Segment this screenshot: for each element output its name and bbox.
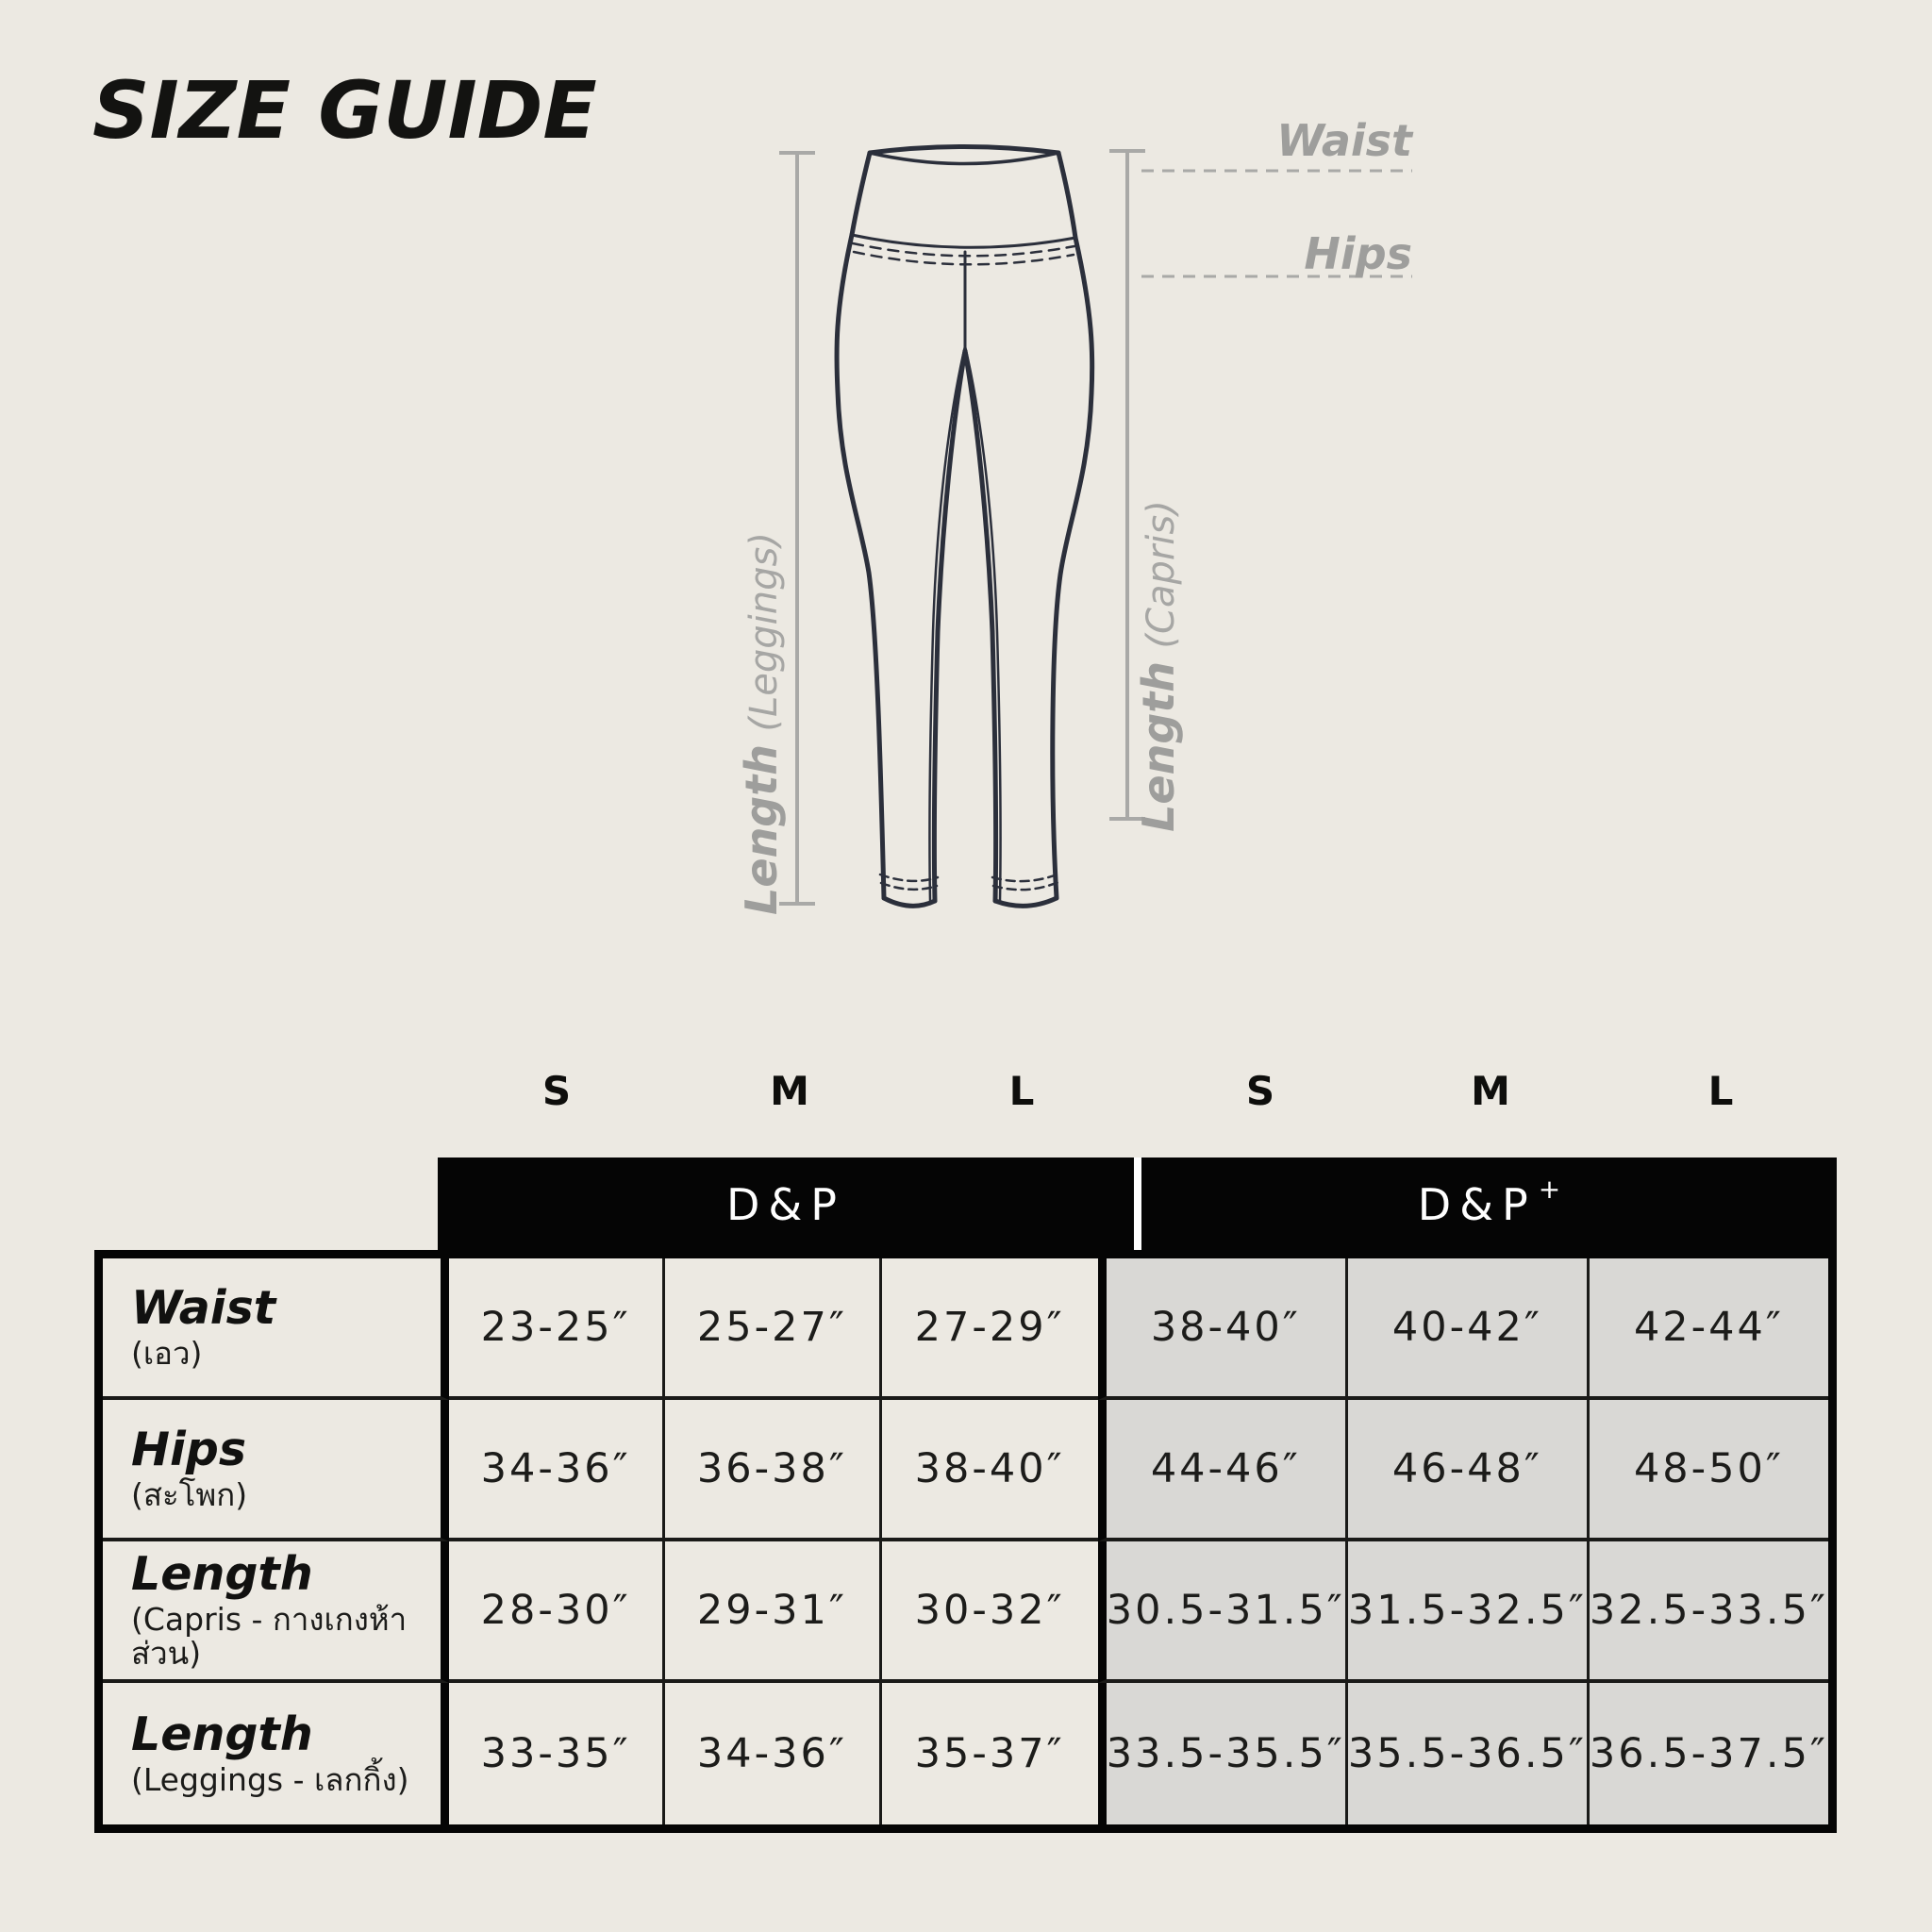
row-header-length-capris: Length (Capris - กางเกงห้าส่วน) bbox=[103, 1541, 449, 1683]
group-band-dp-plus: D&P + bbox=[1141, 1158, 1837, 1251]
row-sublabel: (Capris - กางเกงห้าส่วน) bbox=[131, 1601, 408, 1673]
length-capris-measure-label: Length (Capris) bbox=[1133, 500, 1184, 832]
table-cell-capris-s-plus: 30.5-31.5″ bbox=[1097, 1541, 1348, 1683]
table-cell-waist-s: 23-25″ bbox=[449, 1258, 666, 1400]
table-cell-capris-m-plus: 31.5-32.5″ bbox=[1347, 1541, 1590, 1683]
size-letter-s-regular: S bbox=[541, 1068, 572, 1114]
table-cell-leggings-m: 34-36″ bbox=[665, 1683, 882, 1824]
row-label: Length bbox=[131, 1707, 313, 1762]
cell-value: 42-44″ bbox=[1633, 1304, 1784, 1351]
cell-value: 36-38″ bbox=[696, 1445, 847, 1492]
size-letter-l-regular: L bbox=[1008, 1068, 1035, 1114]
row-header-waist: Waist (เอว) bbox=[103, 1258, 449, 1400]
leggings-diagram: Waist Hips Length (Leggings) Length (Cap… bbox=[726, 104, 1453, 953]
cell-value: 38-40″ bbox=[914, 1445, 1065, 1492]
cell-value: 33.5-35.5″ bbox=[1106, 1730, 1345, 1777]
measure-lines bbox=[779, 149, 1412, 906]
cell-value: 48-50″ bbox=[1633, 1445, 1784, 1492]
table-cell-leggings-l: 35-37″ bbox=[882, 1683, 1098, 1824]
table-cell-leggings-m-plus: 35.5-36.5″ bbox=[1347, 1683, 1590, 1824]
table-cell-hips-s: 34-36″ bbox=[449, 1400, 666, 1541]
cell-value: 38-40″ bbox=[1150, 1304, 1301, 1351]
cell-value: 46-48″ bbox=[1391, 1445, 1542, 1492]
row-label: Waist bbox=[131, 1281, 276, 1336]
length-leggings-measure-label: Length (Leggings) bbox=[736, 532, 787, 915]
table-cell-capris-l-plus: 32.5-33.5″ bbox=[1589, 1541, 1828, 1683]
page-title: SIZE GUIDE bbox=[92, 64, 597, 157]
cell-value: 29-31″ bbox=[696, 1587, 847, 1634]
cell-value: 23-25″ bbox=[480, 1304, 631, 1351]
table-cell-hips-l-plus: 48-50″ bbox=[1589, 1400, 1828, 1541]
cell-value: 31.5-32.5″ bbox=[1347, 1587, 1587, 1634]
row-sublabel: (Leggings - เลกกิ้ง) bbox=[131, 1761, 409, 1799]
table-cell-waist-s-plus: 38-40″ bbox=[1097, 1258, 1348, 1400]
cell-value: 40-42″ bbox=[1391, 1304, 1542, 1351]
table-cell-capris-s: 28-30″ bbox=[449, 1541, 666, 1683]
table-cell-waist-l-plus: 42-44″ bbox=[1589, 1258, 1828, 1400]
cell-value: 34-36″ bbox=[480, 1445, 631, 1492]
cell-value: 30.5-31.5″ bbox=[1106, 1587, 1345, 1634]
cell-value: 35.5-36.5″ bbox=[1347, 1730, 1587, 1777]
cell-value: 28-30″ bbox=[480, 1587, 631, 1634]
row-sublabel: (สะโพก) bbox=[131, 1476, 248, 1514]
cell-value: 33-35″ bbox=[480, 1730, 631, 1777]
cell-value: 34-36″ bbox=[696, 1730, 847, 1777]
leggings-illustration bbox=[779, 144, 1412, 908]
size-letter-l-plus: L bbox=[1707, 1068, 1734, 1114]
cell-value: 32.5-33.5″ bbox=[1589, 1587, 1828, 1634]
length-leggings-bold: Length bbox=[736, 744, 787, 915]
table-cell-capris-m: 29-31″ bbox=[665, 1541, 882, 1683]
table-cell-hips-l: 38-40″ bbox=[881, 1400, 1098, 1541]
group-band-dp: D&P bbox=[438, 1158, 1134, 1251]
waist-measure-label: Waist bbox=[1276, 115, 1412, 166]
length-capris-bold: Length bbox=[1133, 660, 1184, 832]
cell-value: 44-46″ bbox=[1150, 1445, 1301, 1492]
table-cell-leggings-s: 33-35″ bbox=[449, 1683, 666, 1824]
size-letter-s-plus: S bbox=[1245, 1068, 1275, 1114]
group-band-dp-label: D&P bbox=[725, 1178, 846, 1230]
cell-value: 35-37″ bbox=[914, 1730, 1065, 1777]
table-cell-leggings-s-plus: 33.5-35.5″ bbox=[1097, 1683, 1348, 1824]
table-cell-hips-s-plus: 44-46″ bbox=[1097, 1400, 1348, 1541]
table-cell-waist-m-plus: 40-42″ bbox=[1347, 1258, 1590, 1400]
row-sublabel: (เอว) bbox=[131, 1335, 203, 1373]
size-table: Waist (เอว) 23-25″ 25-27″ 27-29″ 38-40″ … bbox=[94, 1250, 1837, 1833]
cell-value: 30-32″ bbox=[914, 1587, 1065, 1634]
table-cell-leggings-l-plus: 36.5-37.5″ bbox=[1589, 1683, 1828, 1824]
length-leggings-paren: (Leggings) bbox=[742, 532, 786, 732]
size-letter-m-plus: M bbox=[1471, 1068, 1510, 1114]
hips-measure-label: Hips bbox=[1304, 228, 1412, 279]
row-label: Hips bbox=[131, 1423, 247, 1477]
group-band-dp-plus-label: D&P bbox=[1417, 1178, 1537, 1230]
band-divider bbox=[1134, 1158, 1141, 1251]
size-letter-m-regular: M bbox=[770, 1068, 809, 1114]
row-header-length-leggings: Length (Leggings - เลกกิ้ง) bbox=[103, 1683, 449, 1824]
row-header-hips: Hips (สะโพก) bbox=[103, 1400, 449, 1541]
table-cell-capris-l: 30-32″ bbox=[881, 1541, 1098, 1683]
length-capris-paren: (Capris) bbox=[1140, 500, 1183, 649]
cell-value: 25-27″ bbox=[696, 1304, 847, 1351]
group-band-dp-plus-sup: + bbox=[1538, 1174, 1561, 1205]
table-cell-hips-m: 36-38″ bbox=[665, 1400, 882, 1541]
table-cell-hips-m-plus: 46-48″ bbox=[1347, 1400, 1590, 1541]
row-label: Length bbox=[131, 1547, 313, 1602]
cell-value: 27-29″ bbox=[914, 1304, 1065, 1351]
table-cell-waist-l: 27-29″ bbox=[881, 1258, 1098, 1400]
cell-value: 36.5-37.5″ bbox=[1589, 1730, 1828, 1777]
table-cell-waist-m: 25-27″ bbox=[665, 1258, 882, 1400]
